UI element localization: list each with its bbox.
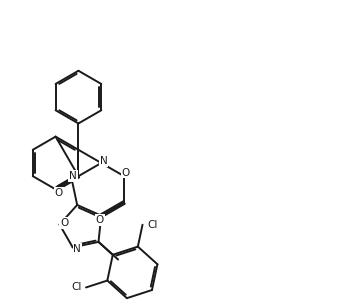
Text: Cl: Cl bbox=[71, 282, 82, 292]
Text: N: N bbox=[73, 244, 81, 254]
Text: O: O bbox=[60, 218, 68, 228]
Text: O: O bbox=[96, 215, 104, 225]
Text: N: N bbox=[69, 171, 77, 181]
Text: O: O bbox=[121, 167, 130, 178]
Text: N: N bbox=[100, 156, 107, 167]
Text: O: O bbox=[54, 188, 63, 198]
Text: Cl: Cl bbox=[147, 220, 157, 230]
